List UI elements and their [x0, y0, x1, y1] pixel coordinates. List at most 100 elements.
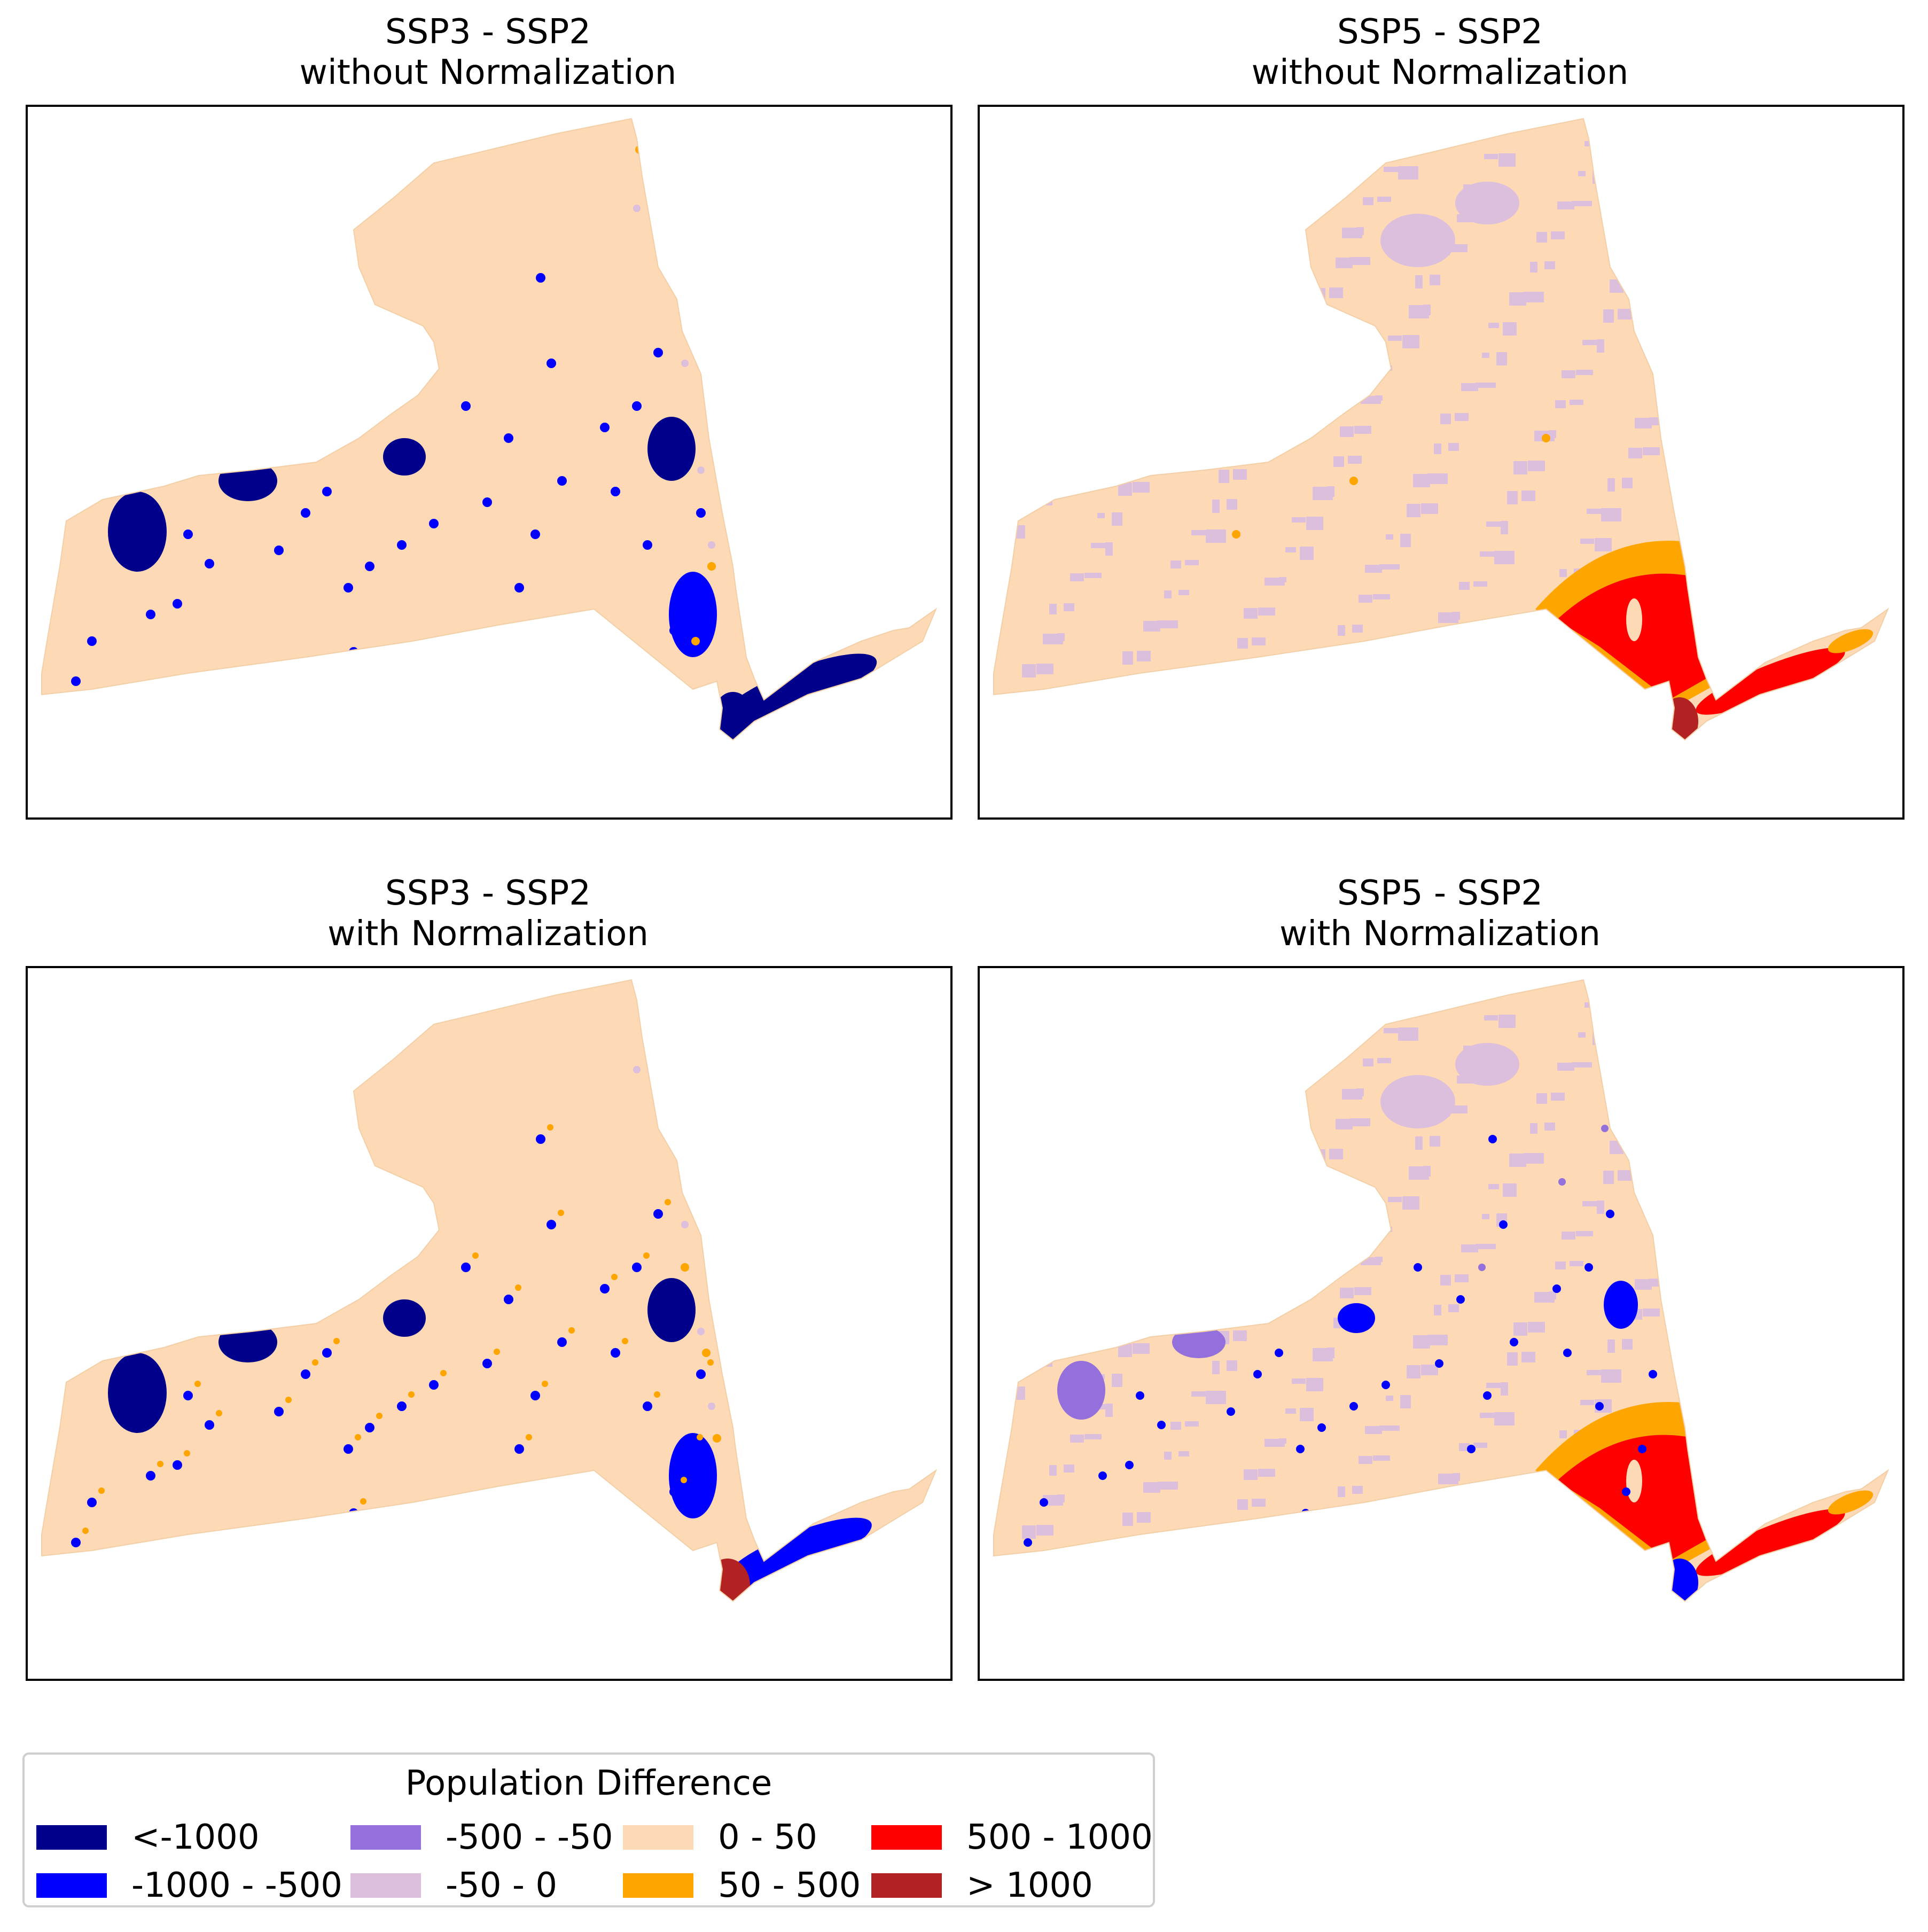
decline-cell — [1013, 326, 1034, 340]
decline-cell — [1049, 604, 1057, 614]
decline-cell — [1018, 1357, 1035, 1370]
decline-cell — [1285, 547, 1296, 552]
decline-cell — [1430, 275, 1440, 285]
decline-cell — [1210, 132, 1227, 145]
town-cell — [1617, 1071, 1625, 1079]
binghamton-cluster — [428, 1499, 477, 1522]
decline-cell — [1244, 1469, 1258, 1480]
town-cell — [1617, 1045, 1625, 1052]
adirondack-patch — [1455, 182, 1519, 224]
decline-cell — [1095, 145, 1112, 151]
decline-cell — [1070, 1435, 1084, 1443]
town-cell — [514, 1444, 524, 1454]
decline-cell — [1156, 1114, 1169, 1122]
decline-cell — [1386, 1396, 1393, 1401]
decline-cell — [1112, 512, 1122, 526]
decline-cell — [1133, 1343, 1150, 1354]
decline-cell — [1072, 375, 1092, 383]
growth-cell — [707, 562, 716, 571]
decline-cell — [1373, 1455, 1390, 1461]
decline-cell — [1242, 1102, 1249, 1112]
decline-cell — [1532, 1491, 1546, 1501]
decline-cell — [1551, 1093, 1565, 1101]
decline-cell — [1411, 673, 1422, 686]
decline-cell — [1196, 133, 1209, 138]
decline-cell — [1007, 1218, 1024, 1231]
map-frame — [978, 966, 1904, 1681]
decline-cell — [1162, 1084, 1179, 1092]
decline-cell — [1084, 573, 1102, 578]
town-cell — [611, 1348, 620, 1358]
panel-title-mode: without Normalization — [299, 53, 677, 92]
town-cell — [349, 647, 358, 657]
decline-cell — [1122, 1513, 1133, 1526]
decline-cell — [1528, 461, 1545, 471]
decline-cell — [1676, 1218, 1690, 1224]
decline-cell — [1120, 284, 1141, 297]
town-cell — [632, 401, 642, 411]
decline-cell — [1080, 404, 1100, 409]
decline-cell — [1367, 1227, 1375, 1235]
town-cell — [461, 1263, 471, 1272]
decline-cell — [1166, 1253, 1180, 1261]
town-cell — [1414, 1263, 1422, 1272]
decline-cell — [1480, 551, 1497, 557]
decline-cell — [1411, 1534, 1422, 1547]
decline-cell — [1628, 448, 1642, 458]
town-cell — [205, 1420, 214, 1430]
decline-cell — [1603, 309, 1614, 323]
decline-cell — [1562, 370, 1575, 378]
decline-cell — [1262, 1071, 1276, 1079]
nyc-core — [1661, 697, 1698, 740]
decline-cell — [1066, 404, 1083, 412]
rochester-cluster — [218, 1322, 277, 1362]
decline-cell — [1511, 660, 1519, 673]
town-cell — [365, 562, 374, 571]
decline-cell — [1526, 1521, 1536, 1531]
decline-cell — [1398, 166, 1418, 180]
decline-cell — [1580, 1400, 1594, 1405]
decline-cell — [1331, 655, 1352, 666]
town-cell — [429, 1380, 439, 1390]
growth-cell — [558, 1210, 564, 1216]
decline-cell — [1530, 1123, 1537, 1134]
decline-cell — [1425, 1533, 1439, 1544]
ny-state-map — [41, 979, 938, 1602]
growth-cell — [568, 1327, 575, 1334]
town-cell — [1563, 1349, 1572, 1357]
metro-gap — [1626, 1460, 1642, 1502]
decline-cell — [1112, 1374, 1122, 1387]
decline-cell — [1193, 331, 1201, 337]
decline-cell — [1484, 154, 1498, 159]
town-cell — [632, 1263, 642, 1272]
town-cell — [1558, 1178, 1566, 1186]
ny-state-map — [993, 118, 1890, 741]
decline-cell — [1488, 323, 1499, 328]
town-cell — [685, 1444, 695, 1454]
albany-cluster — [647, 1278, 696, 1342]
state-outline — [994, 980, 1888, 1601]
town-cell — [205, 559, 214, 568]
town-cell — [231, 1546, 241, 1555]
growth-cell — [408, 1391, 415, 1398]
decline-cell — [1080, 1265, 1100, 1271]
decline-cell — [1045, 435, 1056, 446]
decline-cell — [1114, 1175, 1131, 1188]
town-cell — [173, 599, 182, 609]
decline-cell — [1559, 569, 1567, 577]
town-cell — [344, 1444, 353, 1454]
decline-cell — [1559, 1430, 1567, 1438]
map-frame — [978, 105, 1904, 820]
decline-cell — [1528, 1322, 1545, 1333]
town-cell — [1349, 1402, 1358, 1411]
decline-cell — [1143, 621, 1160, 632]
decline-cell — [1329, 287, 1343, 298]
decline-cell — [1354, 426, 1371, 434]
state-border — [993, 118, 1890, 741]
town-cell — [301, 508, 310, 518]
decline-cell — [1473, 1443, 1487, 1448]
decline-cell — [1016, 694, 1026, 707]
decline-cell — [1148, 1085, 1161, 1095]
town-cell — [1275, 1349, 1283, 1357]
town-cell — [1435, 1359, 1443, 1368]
